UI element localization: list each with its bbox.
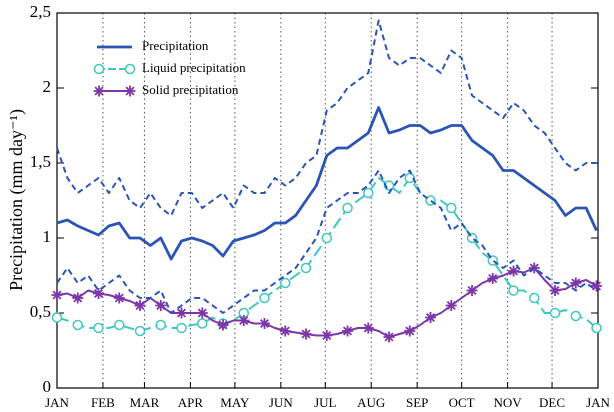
marker (570, 310, 582, 322)
marker (383, 331, 395, 343)
x-tick-label: JUL (314, 395, 336, 410)
marker (446, 202, 457, 214)
marker (508, 285, 519, 296)
marker (591, 322, 602, 334)
marker (176, 307, 188, 319)
x-tick-label: DEC (539, 395, 565, 410)
x-tick-label: NOV (494, 395, 523, 410)
x-tick-label: AUG (357, 395, 385, 410)
marker (134, 300, 146, 311)
legend-marker (93, 63, 105, 75)
marker (487, 273, 499, 284)
y-axis-label: Precipitation (mm day⁻¹) (6, 109, 27, 291)
y-tick-label: 1,5 (30, 152, 51, 171)
marker (155, 319, 167, 331)
legend-marker (124, 63, 136, 75)
marker (321, 232, 333, 244)
y-tick-label: 0,5 (30, 302, 51, 321)
marker (280, 277, 291, 289)
marker (72, 292, 84, 304)
legend-marker (93, 85, 136, 97)
x-tick-label: OCT (449, 395, 475, 410)
marker (51, 289, 63, 301)
series-line (56, 106, 598, 261)
marker (549, 285, 561, 296)
marker (466, 285, 478, 296)
legend-label: Solid precipitation (142, 82, 239, 97)
marker (114, 319, 125, 331)
marker (176, 322, 187, 334)
x-tick-label: MAR (130, 395, 160, 410)
marker (134, 325, 146, 337)
marker (425, 312, 437, 323)
series-line (56, 169, 598, 314)
marker (217, 319, 229, 331)
x-tick-label: MAY (220, 395, 250, 410)
x-tick-label: JAN (586, 395, 610, 410)
marker (529, 292, 540, 304)
y-tick-label: 2 (43, 77, 52, 96)
legend-label: Precipitation (142, 38, 209, 53)
x-tick-label: FEB (91, 395, 115, 410)
y-tick-label: 2,5 (30, 2, 51, 21)
marker (342, 325, 354, 337)
marker (404, 325, 416, 337)
marker (93, 288, 105, 299)
marker (72, 319, 84, 331)
marker (300, 328, 312, 340)
marker (445, 300, 457, 311)
legend-label: Liquid precipitation (142, 60, 246, 75)
marker (51, 312, 63, 323)
marker (508, 265, 520, 277)
marker (591, 280, 603, 292)
marker (196, 307, 208, 319)
marker (279, 325, 291, 337)
marker (362, 322, 374, 334)
marker (238, 315, 250, 326)
x-tick-label: JUN (269, 395, 293, 410)
marker (570, 277, 582, 289)
marker (155, 300, 167, 311)
marker (259, 292, 270, 304)
plot-frame (56, 12, 599, 389)
marker (93, 322, 104, 334)
series-line (56, 19, 597, 217)
marker (197, 318, 208, 329)
marker (259, 318, 271, 329)
marker (342, 202, 353, 214)
marker (300, 262, 312, 274)
marker (113, 292, 125, 304)
x-tick-label: SEP (406, 395, 428, 410)
y-tick-label: 1 (43, 227, 52, 246)
marker (549, 307, 561, 319)
y-tick-label: 0 (43, 377, 52, 396)
x-tick-label: APR (178, 395, 204, 410)
marker (321, 330, 333, 341)
marker (363, 187, 374, 199)
x-tick-label: JAN (45, 395, 69, 410)
